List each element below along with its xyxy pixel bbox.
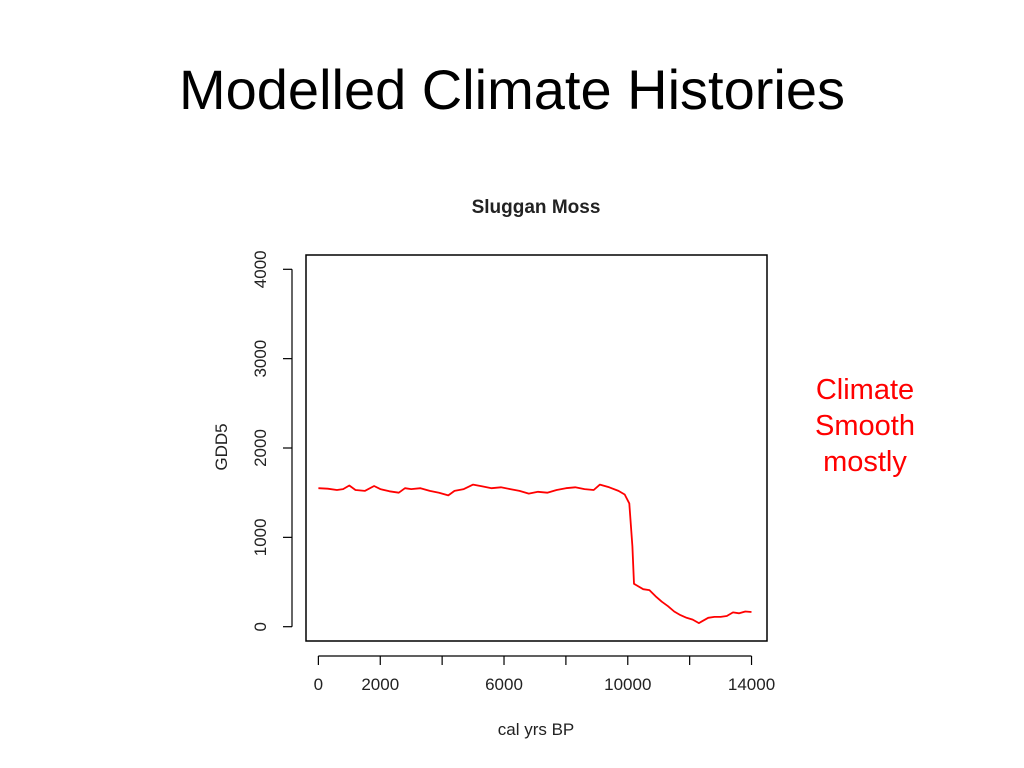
- side-note-line-1: Climate: [815, 374, 915, 406]
- series-line-gdd5: [318, 483, 752, 624]
- y-tick-label: 2000: [251, 429, 270, 467]
- side-note-line-2: Smooth: [815, 410, 915, 442]
- y-tick-label: 4000: [251, 250, 270, 288]
- x-axis: 0 2000 6000 10000 14000: [314, 655, 775, 694]
- side-note-line-3: mostly: [823, 446, 907, 478]
- y-axis-label: GDD5: [212, 423, 231, 470]
- slide-title: Modelled Climate Histories: [178, 58, 845, 121]
- x-tick-label: 0: [314, 675, 323, 694]
- x-axis-label: cal yrs BP: [498, 720, 575, 739]
- y-tick-label: 0: [251, 622, 270, 631]
- plot-frame: [305, 254, 768, 642]
- side-note: Climate Smooth mostly: [790, 372, 940, 480]
- x-tick-label: 10000: [604, 675, 651, 694]
- y-tick-label: 3000: [251, 340, 270, 378]
- x-tick-label: 14000: [728, 675, 775, 694]
- x-tick-label: 2000: [361, 675, 399, 694]
- chart-title: Sluggan Moss: [472, 197, 601, 218]
- y-tick-label: 1000: [251, 518, 270, 556]
- line-chart: Sluggan Moss 0 2000 6000 10000 14000 0 1000 20…: [212, 197, 775, 739]
- y-axis: 0 1000 2000 3000 4000: [251, 250, 293, 631]
- x-tick-label: 6000: [485, 675, 523, 694]
